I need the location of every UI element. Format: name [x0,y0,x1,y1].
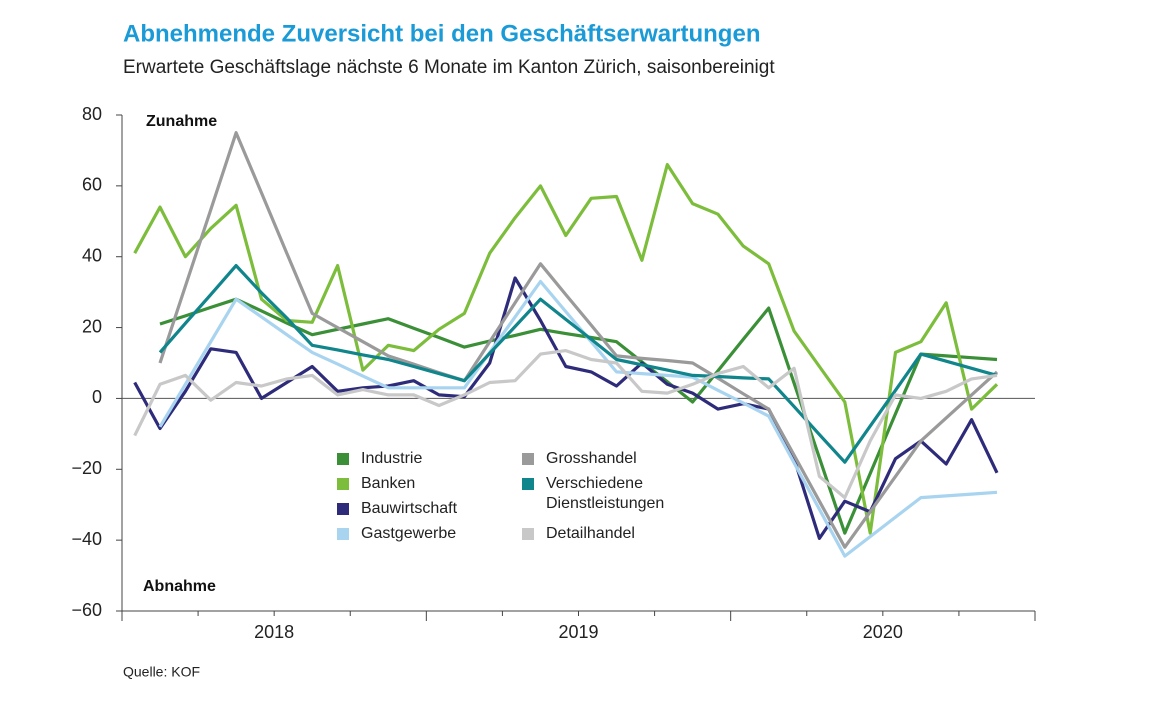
legend-swatch [337,528,349,540]
chart-subtitle: Erwartete Geschäftslage nächste 6 Monate… [123,57,775,78]
legend-item: Industrie [337,449,501,469]
series-line [158,131,999,549]
legend-swatch [522,528,534,540]
chart-title: Abnehmende Zuversicht bei den Geschäftse… [123,20,760,47]
y-tick-label: −20 [71,458,102,478]
x-tick-label: 2019 [558,622,598,642]
legend-label: Grosshandel [546,450,637,467]
y-tick-label: 40 [82,245,102,265]
series-line [159,297,998,535]
legend-label: Bauwirtschaft [361,500,458,517]
series-line [133,276,999,540]
source: Quelle: KOF [123,664,200,680]
legend-label: Gastgewerbe [361,525,457,542]
legend-item: Banken [337,474,501,494]
legend-swatch [337,478,349,490]
x-tick-label: 2018 [254,622,294,642]
legend-label: Verschiedene Dienstleistungen [546,475,665,512]
legend-item: Gastgewerbe [337,524,501,544]
x-tick-label: 2020 [863,622,903,642]
series-line [158,279,998,558]
y-tick-label: 0 [92,387,102,407]
y-tick-label: −40 [71,529,102,549]
legend-swatch [337,453,349,465]
legend-swatch [522,478,534,490]
legend-label: Industrie [361,450,423,467]
annotation: Abnahme [143,578,216,595]
y-tick-label: −60 [71,600,102,620]
legend-item: Verschiedene Dienstleistungen [522,474,686,514]
legend-item: Bauwirtschaft [337,499,501,519]
legend-swatch [337,503,349,515]
annotation: Zunahme [146,113,217,130]
y-tick-label: 60 [82,175,102,195]
legend-item: Grosshandel [522,449,686,469]
series-line [158,264,998,464]
y-tick-label: 80 [82,104,102,124]
series-line [133,349,998,500]
series-line [133,163,999,535]
legend-label: Detailhandel [546,525,635,542]
legend-item: Detailhandel [522,524,686,544]
y-tick-label: 20 [82,316,102,336]
legend-label: Banken [361,475,416,492]
legend-swatch [522,453,534,465]
